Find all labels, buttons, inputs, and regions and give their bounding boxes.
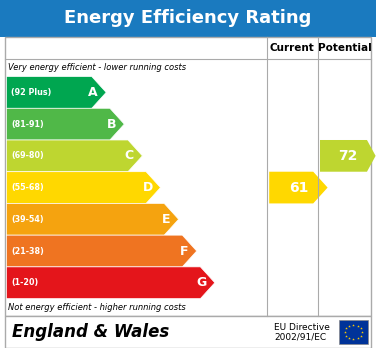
Polygon shape — [6, 204, 179, 235]
Text: England & Wales: England & Wales — [12, 323, 169, 341]
Text: (69-80): (69-80) — [11, 151, 44, 160]
Polygon shape — [6, 140, 143, 172]
Text: (39-54): (39-54) — [11, 215, 44, 224]
Polygon shape — [6, 267, 215, 299]
Text: Potential: Potential — [318, 43, 371, 53]
Text: Current: Current — [270, 43, 315, 53]
Text: Not energy efficient - higher running costs: Not energy efficient - higher running co… — [8, 303, 186, 312]
Text: (81-91): (81-91) — [11, 120, 44, 129]
Polygon shape — [269, 172, 327, 204]
Text: A: A — [88, 86, 98, 99]
Text: D: D — [143, 181, 153, 194]
Bar — [5, 37, 371, 316]
Text: 2002/91/EC: 2002/91/EC — [274, 332, 327, 341]
Polygon shape — [6, 235, 197, 267]
Text: E: E — [161, 213, 170, 226]
Bar — [0, 0, 376, 37]
Text: C: C — [125, 149, 134, 163]
Text: F: F — [179, 245, 188, 258]
Text: (92 Plus): (92 Plus) — [11, 88, 51, 97]
Text: (1-20): (1-20) — [11, 278, 38, 287]
Text: Very energy efficient - lower running costs: Very energy efficient - lower running co… — [8, 63, 186, 72]
Text: (21-38): (21-38) — [11, 246, 44, 255]
Polygon shape — [6, 108, 124, 140]
Text: EU Directive: EU Directive — [274, 323, 331, 332]
Polygon shape — [320, 140, 376, 172]
Bar — [5, 316, 371, 348]
Text: B: B — [106, 118, 116, 130]
Bar — [339, 319, 367, 345]
Polygon shape — [6, 172, 161, 204]
Text: G: G — [197, 276, 207, 289]
Text: 61: 61 — [289, 181, 308, 195]
Text: 72: 72 — [338, 149, 358, 163]
Text: (55-68): (55-68) — [11, 183, 44, 192]
Polygon shape — [6, 77, 106, 108]
Text: Energy Efficiency Rating: Energy Efficiency Rating — [64, 9, 312, 27]
